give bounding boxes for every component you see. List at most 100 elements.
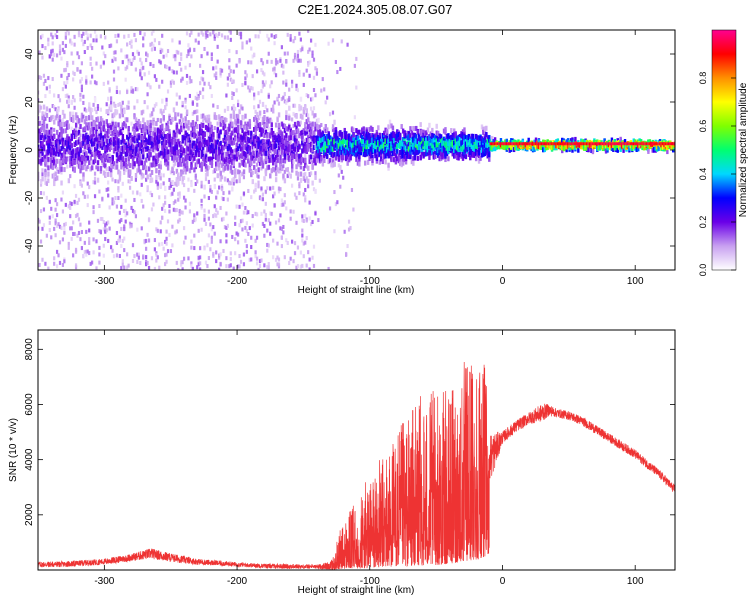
heatmap-cell — [73, 105, 76, 110]
heatmap-cell — [133, 210, 136, 215]
heatmap-cell — [457, 146, 460, 152]
heatmap-cell — [111, 248, 114, 253]
heatmap-cell — [158, 41, 161, 46]
heatmap-cell — [241, 45, 244, 50]
heatmap-cell — [219, 71, 222, 76]
heatmap-cell — [229, 165, 233, 171]
heatmap-cell — [282, 173, 285, 179]
heatmap-cell — [96, 106, 100, 111]
heatmap-cell — [305, 126, 309, 132]
heatmap-cell — [63, 152, 66, 158]
heatmap-cell — [201, 87, 205, 92]
heatmap-cell — [181, 158, 184, 164]
heatmap-cell — [111, 177, 114, 182]
heatmap-cell — [115, 164, 119, 170]
heatmap-cell — [53, 160, 56, 166]
heatmap-cell — [207, 179, 210, 184]
heatmap-cell — [307, 250, 310, 255]
heatmap-cell — [213, 34, 216, 39]
heatmap-cell — [463, 145, 466, 151]
heatmap-cell — [88, 251, 91, 256]
heatmap-cell — [127, 161, 130, 167]
heatmap-cell — [251, 223, 254, 228]
heatmap-cell — [299, 37, 302, 42]
heatmap-cell — [454, 138, 457, 144]
heatmap-cell — [289, 37, 292, 42]
heatmap-cell — [309, 222, 313, 227]
heatmap-cell — [201, 156, 205, 162]
heatmap-cell — [220, 155, 224, 161]
heatmap-cell — [184, 140, 187, 146]
heatmap-cell — [460, 133, 463, 139]
heatmap-cell — [267, 153, 271, 159]
heatmap-cell — [238, 154, 241, 160]
heatmap-cell — [467, 135, 471, 141]
heatmap-cell — [182, 158, 186, 164]
heatmap-cell — [447, 141, 450, 147]
heatmap-cell — [209, 85, 212, 90]
heatmap-cell — [212, 225, 215, 230]
heatmap-cell — [58, 139, 62, 145]
heatmap-cell — [181, 100, 184, 105]
heatmap-cell — [356, 129, 360, 135]
heatmap-cell — [274, 257, 278, 262]
heatmap-cell — [387, 151, 390, 157]
heatmap-cell — [328, 158, 332, 164]
heatmap-cell — [42, 73, 46, 78]
heatmap-cell — [164, 253, 167, 258]
heatmap-cell — [451, 136, 454, 142]
heatmap-cell — [124, 117, 127, 123]
heatmap-cell — [270, 107, 273, 112]
heatmap-cell — [251, 170, 254, 175]
heatmap-cell — [140, 154, 143, 159]
heatmap-cell — [393, 157, 396, 163]
heatmap-cell — [55, 109, 59, 115]
heatmap-cell — [467, 142, 471, 148]
heatmap-cell — [171, 243, 174, 248]
heatmap-cell — [67, 136, 71, 142]
heatmap-cell — [139, 160, 142, 166]
heatmap-cell — [250, 152, 253, 158]
heatmap-cell — [204, 117, 208, 123]
heatmap-cell — [327, 148, 330, 154]
heatmap-cell — [77, 118, 81, 124]
heatmap-cell — [181, 138, 184, 144]
heatmap-cell — [254, 138, 257, 144]
heatmap-cell — [248, 226, 251, 231]
heatmap-cell — [349, 146, 352, 152]
heatmap-cell — [47, 76, 50, 81]
heatmap-cell — [199, 162, 202, 168]
heatmap-cell — [282, 123, 285, 129]
heatmap-cell — [400, 153, 403, 159]
heatmap-cell — [88, 220, 91, 225]
heatmap-cell — [431, 143, 434, 149]
heatmap-cell — [255, 121, 259, 127]
heatmap-cell — [159, 150, 163, 156]
heatmap-cell — [108, 44, 111, 49]
heatmap-cell — [393, 150, 396, 156]
heatmap-cell — [285, 115, 288, 121]
heatmap-cell — [264, 104, 267, 109]
heatmap-cell — [38, 90, 40, 95]
heatmap-cell — [270, 157, 273, 163]
heatmap-cell — [130, 44, 133, 49]
heatmap-cell — [282, 164, 285, 169]
heatmap-cell — [146, 260, 149, 265]
heatmap-cell — [203, 81, 206, 86]
heatmap-cell — [174, 57, 177, 62]
heatmap-cell — [210, 142, 214, 148]
heatmap-cell — [296, 161, 300, 167]
heatmap-cell — [260, 211, 263, 216]
heatmap-cell — [293, 52, 297, 57]
heatmap-cell — [314, 150, 317, 156]
heatmap-cell — [124, 77, 127, 82]
heatmap-cell — [53, 150, 56, 156]
heatmap-cell — [331, 137, 335, 143]
heatmap-cell — [136, 227, 139, 232]
heatmap-cell — [136, 49, 139, 54]
heatmap-cell — [153, 266, 156, 270]
heatmap-cell — [86, 181, 89, 186]
heatmap-cell — [239, 172, 243, 177]
heatmap-cell — [57, 121, 60, 127]
heatmap-cell — [99, 229, 102, 234]
